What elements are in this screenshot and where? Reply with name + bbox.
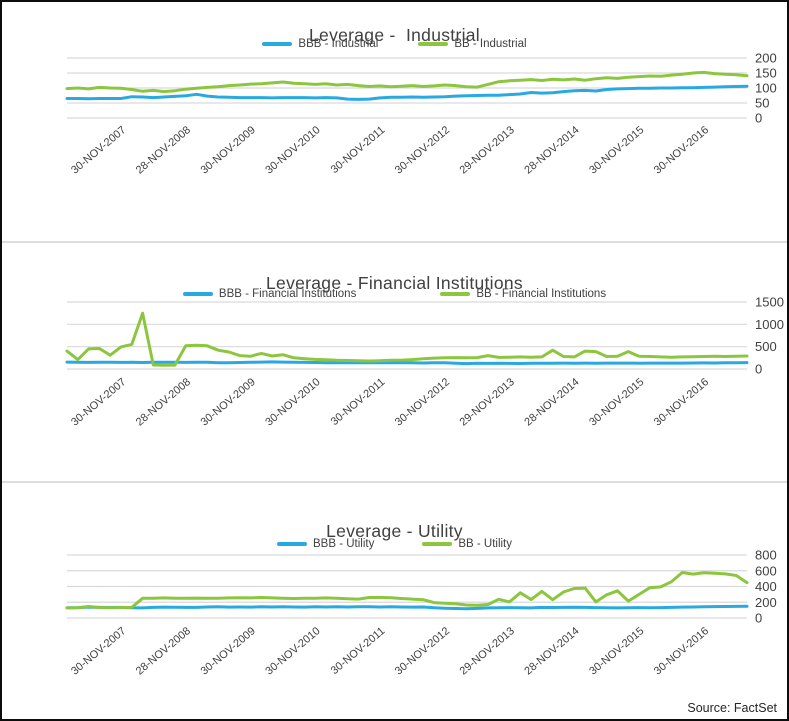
legend-label-bbb-financial: BBB - Financial Institutions bbox=[218, 288, 357, 300]
x-tick-label: 30-NOV-2015 bbox=[587, 124, 646, 176]
y-tick-label: 400 bbox=[755, 579, 777, 594]
legend-financial: BBB - Financial Institutions BB - Financ… bbox=[2, 288, 787, 300]
series-line-bb bbox=[65, 571, 749, 610]
x-tick-label: 30-NOV-2011 bbox=[329, 376, 388, 428]
series-line-bb bbox=[65, 311, 749, 367]
legend-swatch-bb-industrial bbox=[418, 42, 449, 46]
x-tick-label: 30-NOV-2012 bbox=[393, 124, 452, 176]
series-line-bb bbox=[65, 70, 749, 94]
legend-item-bbb-utility: BBB - Utility bbox=[276, 538, 375, 550]
x-tick-label: 30-NOV-2009 bbox=[199, 124, 258, 176]
y-tick-label: 50 bbox=[755, 96, 769, 111]
legend-label-bb-industrial: BB - Industrial bbox=[454, 38, 527, 50]
x-tick-label: 28-NOV-2014 bbox=[522, 625, 581, 677]
legend-swatch-bb-utility bbox=[422, 542, 453, 546]
chart-panel-industrial: Leverage - Industrial BBB - Industrial B… bbox=[2, 2, 787, 241]
x-tick-label: 30-NOV-2007 bbox=[69, 376, 128, 428]
x-tick-label: 30-NOV-2010 bbox=[263, 376, 322, 428]
legend-industrial: BBB - Industrial BB - Industrial bbox=[2, 38, 787, 50]
legend-item-bbb-industrial: BBB - Industrial bbox=[262, 38, 378, 50]
y-tick-label: 100 bbox=[755, 81, 777, 96]
x-tick-label: 28-NOV-2008 bbox=[134, 376, 193, 428]
x-tick-label: 30-NOV-2012 bbox=[393, 625, 452, 677]
y-tick-label: 1500 bbox=[755, 295, 784, 310]
legend-label-bbb-utility: BBB - Utility bbox=[312, 538, 375, 550]
legend-item-bb-utility: BB - Utility bbox=[422, 538, 512, 550]
y-tick-label: 600 bbox=[755, 563, 777, 578]
x-tick-label: 29-NOV-2013 bbox=[458, 124, 517, 176]
y-tick-label: 0 bbox=[755, 362, 762, 377]
legend-swatch-bbb-industrial bbox=[262, 42, 293, 46]
y-tick-label: 1000 bbox=[755, 317, 784, 332]
series-line-bbb bbox=[65, 604, 749, 611]
x-tick-label: 30-NOV-2016 bbox=[652, 625, 711, 677]
legend-item-bb-industrial: BB - Industrial bbox=[418, 38, 527, 50]
chart-panel-utility: Leverage - Utility BBB - Utility BB - Ut… bbox=[2, 483, 787, 719]
x-tick-label: 30-NOV-2009 bbox=[199, 625, 258, 677]
chart-panel-financial: Leverage - Financial Institutions BBB - … bbox=[2, 243, 787, 481]
legend-label-bb-utility: BB - Utility bbox=[458, 538, 512, 550]
legend-swatch-bbb-utility bbox=[276, 542, 307, 546]
x-tick-label: 30-NOV-2010 bbox=[263, 124, 322, 176]
x-tick-label: 30-NOV-2007 bbox=[69, 625, 128, 677]
x-tick-label: 30-NOV-2009 bbox=[199, 376, 258, 428]
chart-title-financial: Leverage - Financial Institutions bbox=[266, 272, 523, 293]
y-tick-label: 200 bbox=[755, 595, 777, 610]
panel-divider bbox=[2, 481, 787, 483]
source-note: Source: FactSet bbox=[687, 701, 777, 715]
x-tick-label: 28-NOV-2014 bbox=[522, 376, 581, 428]
legend-swatch-bbb-financial bbox=[182, 292, 213, 296]
x-tick-label: 30-NOV-2015 bbox=[587, 376, 646, 428]
y-tick-label: 0 bbox=[755, 111, 762, 126]
panel-divider bbox=[2, 241, 787, 243]
legend-label-bbb-industrial: BBB - Industrial bbox=[298, 38, 379, 50]
legend-item-bbb-financial: BBB - Financial Institutions bbox=[182, 288, 357, 300]
legend-label-bb-financial: BB - Financial Institutions bbox=[476, 288, 607, 300]
x-tick-label: 30-NOV-2011 bbox=[329, 625, 388, 677]
x-tick-label: 29-NOV-2013 bbox=[458, 625, 517, 677]
legend-item-bb-financial: BB - Financial Institutions bbox=[440, 288, 606, 300]
chart-title-industrial: Leverage - Industrial bbox=[309, 24, 480, 45]
y-tick-label: 150 bbox=[755, 66, 777, 81]
legend-utility: BBB - Utility BB - Utility bbox=[2, 538, 787, 550]
y-tick-label: 200 bbox=[755, 51, 777, 66]
y-tick-label: 800 bbox=[755, 548, 777, 563]
y-tick-label: 500 bbox=[755, 339, 777, 354]
x-tick-label: 28-NOV-2014 bbox=[522, 124, 581, 176]
x-tick-label: 30-NOV-2007 bbox=[69, 124, 128, 176]
x-tick-label: 30-NOV-2016 bbox=[652, 376, 711, 428]
legend-swatch-bb-financial bbox=[440, 292, 471, 296]
y-tick-label: 0 bbox=[755, 611, 762, 626]
x-tick-label: 30-NOV-2015 bbox=[587, 625, 646, 677]
x-tick-label: 29-NOV-2013 bbox=[458, 376, 517, 428]
x-tick-label: 30-NOV-2012 bbox=[393, 376, 452, 428]
series-line-bbb bbox=[65, 84, 749, 101]
x-tick-label: 30-NOV-2010 bbox=[263, 625, 322, 677]
x-tick-label: 28-NOV-2008 bbox=[134, 124, 193, 176]
x-tick-label: 30-NOV-2016 bbox=[652, 124, 711, 176]
chart-title-utility: Leverage - Utility bbox=[326, 520, 463, 541]
series-line-bbb bbox=[65, 360, 749, 366]
x-tick-label: 28-NOV-2008 bbox=[134, 625, 193, 677]
x-tick-label: 30-NOV-2011 bbox=[329, 124, 388, 176]
